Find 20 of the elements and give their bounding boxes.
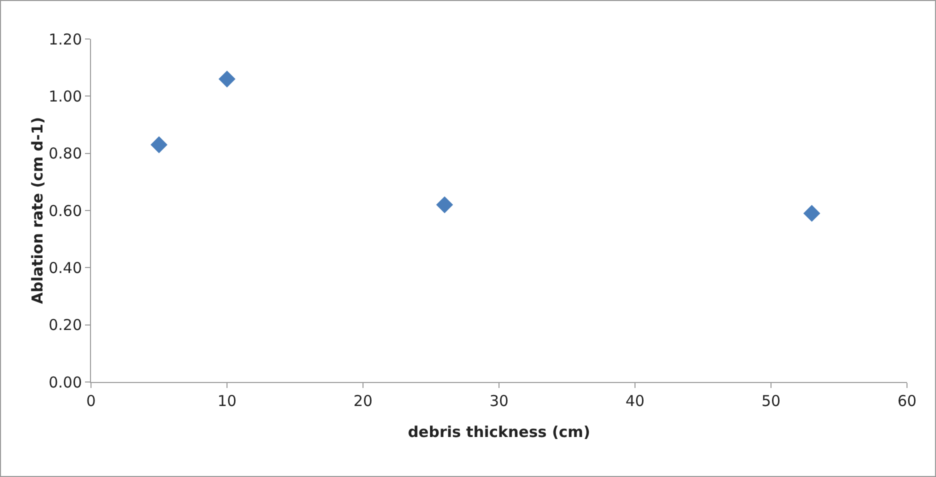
point — [218, 70, 236, 88]
y-tick-label: 0.60 — [48, 202, 82, 220]
point — [436, 196, 454, 214]
x-axis-title: debris thickness (cm) — [408, 423, 590, 441]
x-tick-label: 40 — [625, 392, 645, 410]
y-tick-label: 0.40 — [48, 258, 82, 277]
x-tick-label: 60 — [897, 392, 917, 410]
y-tick-label: 1.00 — [48, 87, 82, 106]
point — [150, 136, 168, 154]
y-axis-title: Ablation rate (cm d-1) — [28, 116, 47, 304]
x-tick-label: 20 — [353, 392, 373, 410]
x-tick-label: 30 — [489, 392, 509, 410]
x-tick-label: 0 — [86, 392, 96, 410]
point — [803, 204, 820, 222]
x-tick-label: 50 — [761, 392, 781, 410]
y-tick-label: 0.80 — [48, 144, 82, 163]
y-tick-label: 1.20 — [48, 30, 82, 48]
y-tick-label: 0.20 — [48, 316, 82, 334]
y-tick-label: 0.00 — [48, 373, 82, 392]
x-tick-label: 10 — [217, 392, 237, 410]
